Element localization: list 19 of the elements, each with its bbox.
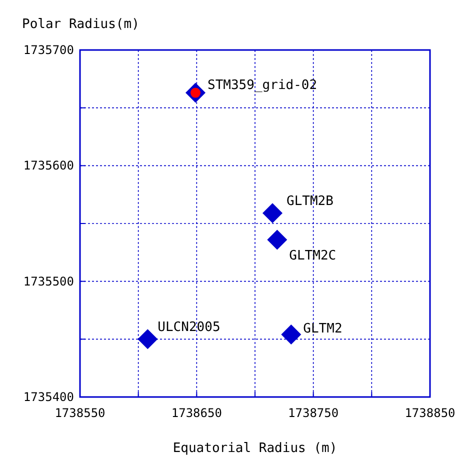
series-label: ULCN2005	[158, 320, 220, 336]
x-tick-label: 1738650	[171, 406, 222, 420]
y-tick-label: 1735400	[23, 390, 74, 404]
y-tick-label: 1735600	[23, 158, 74, 173]
series-label: GLTM2C	[289, 248, 336, 264]
point	[262, 203, 282, 224]
x-tick-label: 1738550	[54, 406, 106, 420]
series-label: STM359_grid-02	[208, 78, 318, 93]
point	[138, 329, 158, 350]
x-axis-title: Equatorial Radius (m)	[172, 441, 338, 456]
series-label: GLTM2	[303, 322, 342, 337]
y-tick-label: 1735700	[23, 43, 74, 57]
series-label: GLTM2B	[286, 194, 334, 210]
point	[281, 324, 302, 345]
y-tick-label: 1735500	[23, 274, 74, 288]
y-axis-title: Polar Radius(m)	[22, 17, 140, 32]
x-tick-label: 1738750	[288, 406, 339, 420]
x-tick-label: 1738850	[404, 406, 456, 420]
point	[267, 230, 288, 250]
